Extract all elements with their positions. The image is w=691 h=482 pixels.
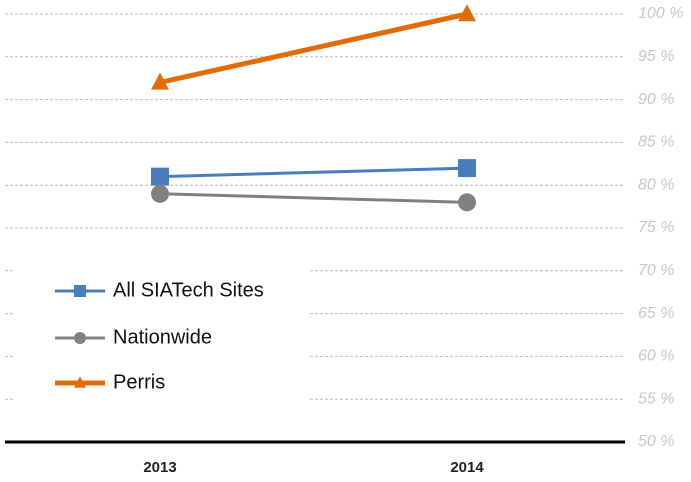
legend-label: Nationwide bbox=[113, 326, 212, 348]
y-tick-label: 50 % bbox=[638, 433, 674, 450]
marker bbox=[458, 159, 476, 178]
series-line bbox=[159, 192, 468, 204]
y-tick-label: 95 % bbox=[638, 48, 674, 65]
marker bbox=[74, 285, 86, 297]
y-tick-label: 65 % bbox=[638, 305, 674, 322]
series-line bbox=[159, 166, 468, 179]
y-tick-label: 55 % bbox=[638, 390, 674, 407]
series-line bbox=[159, 11, 468, 85]
y-tick-label: 90 % bbox=[638, 91, 674, 108]
y-tick-label: 80 % bbox=[638, 176, 674, 193]
marker bbox=[74, 376, 86, 388]
legend-label: All SIATech Sites bbox=[113, 279, 264, 301]
legend-label: Perris bbox=[113, 371, 165, 393]
marker bbox=[458, 193, 476, 212]
marker bbox=[74, 332, 86, 344]
y-tick-label: 85 % bbox=[638, 134, 674, 151]
x-tick-label: 2013 bbox=[143, 459, 176, 476]
marker bbox=[458, 4, 476, 22]
y-tick-label: 100 % bbox=[638, 5, 683, 22]
y-tick-label: 75 % bbox=[638, 219, 674, 236]
y-tick-label: 70 % bbox=[638, 262, 674, 279]
marker bbox=[151, 72, 169, 90]
marker bbox=[151, 184, 169, 203]
y-tick-label: 60 % bbox=[638, 348, 674, 365]
x-tick-label: 2014 bbox=[450, 459, 484, 476]
marker bbox=[151, 167, 169, 186]
